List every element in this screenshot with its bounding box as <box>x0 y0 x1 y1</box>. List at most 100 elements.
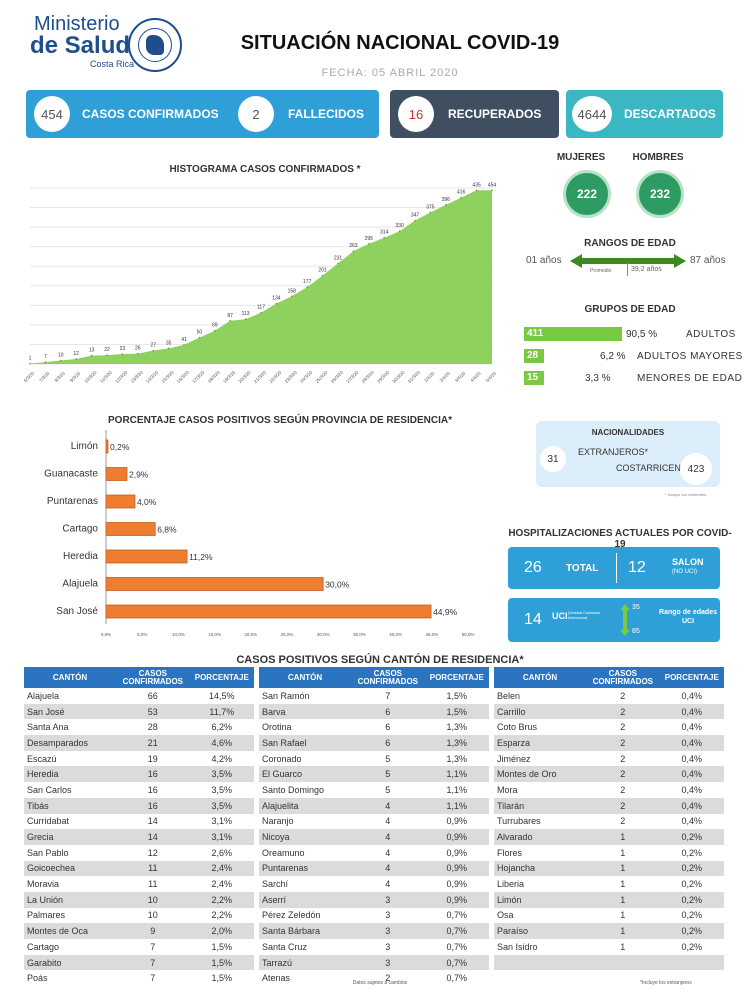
canton-name: Palmares <box>24 907 116 924</box>
histogram-data-label: 435 <box>472 182 481 188</box>
canton-percent: 3,5% <box>189 797 254 814</box>
canton-cases: 3 <box>351 907 425 924</box>
canton-cases: 5 <box>351 782 425 798</box>
histogram-data-label: 35 <box>166 340 172 346</box>
table-row: Santa Bárbara 3 0,7% <box>259 923 489 939</box>
age-group-label: MENORES DE EDAD <box>637 373 743 384</box>
canton-cases: 1 <box>586 891 660 908</box>
table-row: Sarchí 4 0,9% <box>259 876 489 892</box>
age-min: 01 años <box>526 255 562 266</box>
canton-name: Garabito <box>24 954 116 971</box>
histogram-x-tick: 19/3/20 <box>222 370 237 385</box>
canton-percent: 0,4% <box>659 813 724 830</box>
histogram-point <box>429 211 432 214</box>
canton-percent: 0,4% <box>659 719 724 736</box>
canton-name: San Ramón <box>259 688 351 704</box>
canton-percent: 0,4% <box>659 735 724 751</box>
table-row <box>494 954 724 971</box>
province-bar <box>105 467 128 481</box>
table-row: Poás 7 1,5% <box>24 970 254 987</box>
histogram-x-tick: 25/3/20 <box>314 370 329 385</box>
canton-cases: 10 <box>116 891 190 908</box>
col-header: CASOS CONFIRMADOS <box>586 667 660 688</box>
province-bar <box>105 549 188 564</box>
hosp-uci-box: 14 UCI (Unidad Cuidados Intensivos) 35 8… <box>508 598 720 642</box>
histogram-x-tick: 31/3/20 <box>407 370 422 385</box>
age-promedio-label: Promedio <box>590 268 612 274</box>
table-row: Grecia 14 3,1% <box>24 829 254 845</box>
canton-cases: 9 <box>116 923 190 939</box>
histogram-data-label: 22 <box>104 347 110 353</box>
canton-percent: 0,2% <box>659 907 724 924</box>
confirmed-deaths-box: 454 CASOS CONFIRMADOS 2 FALLECIDOS <box>26 90 379 138</box>
report-date: FECHA: 05 ABRIL 2020 <box>321 67 459 79</box>
histogram-x-tick: 16/3/20 <box>176 370 191 385</box>
canton-name: Osa <box>494 907 586 924</box>
canton-percent: 4,2% <box>189 750 254 767</box>
province-value-label: 44,9% <box>433 607 458 617</box>
histogram-x-tick: 5/4/20 <box>485 370 498 383</box>
canton-name: Belen <box>494 688 586 704</box>
logo-line1: Ministerio <box>34 13 120 35</box>
canton-cases: 28 <box>116 719 190 736</box>
histogram-data-label: 177 <box>303 279 312 285</box>
province-x-tick: 0,0% <box>101 632 111 637</box>
province-label: Alajuela <box>62 579 98 590</box>
histogram-data-label: 117 <box>257 305 265 311</box>
canton-name: Liberia <box>494 876 586 892</box>
canton-percent: 1,5% <box>424 688 489 704</box>
uci-age-low: 35 <box>632 604 640 611</box>
province-x-tick: 45,0% <box>425 632 438 637</box>
histogram-point <box>475 189 478 192</box>
table-row: Osa 1 0,2% <box>494 907 724 924</box>
province-label: Limón <box>71 441 98 452</box>
fallecidos-label: FALLECIDOS <box>288 107 365 121</box>
table-row: Santo Domingo 5 1,1% <box>259 782 489 798</box>
age-group-pct: 90,5 % <box>626 329 658 340</box>
ministry-logo-text: Ministerio de Salud Costa Rica <box>30 14 134 69</box>
province-chart: Limón 0,2% Guanacaste 2,9% Puntarenas 4,0% Car… <box>44 430 474 637</box>
nationalities-note: * Incluye los residentes <box>665 492 707 497</box>
table-row: Oreamuno 4 0,9% <box>259 844 489 861</box>
table-row: Limón 1 0,2% <box>494 891 724 908</box>
fallecidos-value: 2 <box>238 96 274 132</box>
canton-table-2: CANTÓN CASOS CONFIRMADOS PORCENTAJE San Ram… <box>259 667 489 987</box>
canton-percent: 3,1% <box>189 829 254 845</box>
canton-percent: 0,2% <box>659 939 724 955</box>
canton-cases: 7 <box>116 939 190 955</box>
province-value-label: 4,0% <box>137 497 157 507</box>
canton-cases: 2 <box>586 750 660 767</box>
histogram-x-tick: 6/3/20 <box>24 370 35 383</box>
histogram-x-tick: 9/3/20 <box>69 370 82 383</box>
canton-percent: 2,6% <box>189 844 254 861</box>
histogram-x-tick: 28/3/20 <box>361 370 376 385</box>
histogram-x-tick: 24/3/20 <box>299 370 314 385</box>
canton-cases: 11 <box>116 876 190 892</box>
histogram-data-label: 454 <box>488 182 497 188</box>
canton-percent: 2,0% <box>189 923 254 939</box>
canton-name: Santo Domingo <box>259 782 351 798</box>
province-x-tick: 5,0% <box>137 632 147 637</box>
footnote: *Incluye los extranjeros <box>640 980 692 986</box>
age-groups-title: GRUPOS DE EDAD <box>584 304 676 315</box>
table-row: Atenas 2 0,7% <box>259 970 489 987</box>
histogram-x-tick: 22/3/20 <box>268 370 283 385</box>
recuperados-label: RECUPERADOS <box>448 107 542 121</box>
age-group-bar: 28 <box>524 349 544 363</box>
histogram-point <box>137 352 139 355</box>
age-group-label: ADULTOS MAYORES <box>637 351 743 362</box>
canton-percent: 4,6% <box>189 735 254 751</box>
canton-name: Pérez Zeledón <box>259 907 351 924</box>
hosp-total-label: TOTAL <box>566 563 599 574</box>
canton-name: La Unión <box>24 891 116 908</box>
extranjeros-label: EXTRANJEROS* <box>578 447 649 457</box>
canton-name: Heredia <box>24 766 116 783</box>
table-row: San Pablo 12 2,6% <box>24 844 254 861</box>
canton-name: Grecia <box>24 829 116 845</box>
canton-name: Mora <box>494 782 586 798</box>
table-row: Santa Ana 28 6,2% <box>24 719 254 736</box>
canton-cases: 2 <box>586 766 660 783</box>
histogram-x-tick: 1/4/20 <box>423 370 436 383</box>
canton-percent: 0,7% <box>424 954 489 971</box>
canton-percent: 0,4% <box>659 688 724 704</box>
